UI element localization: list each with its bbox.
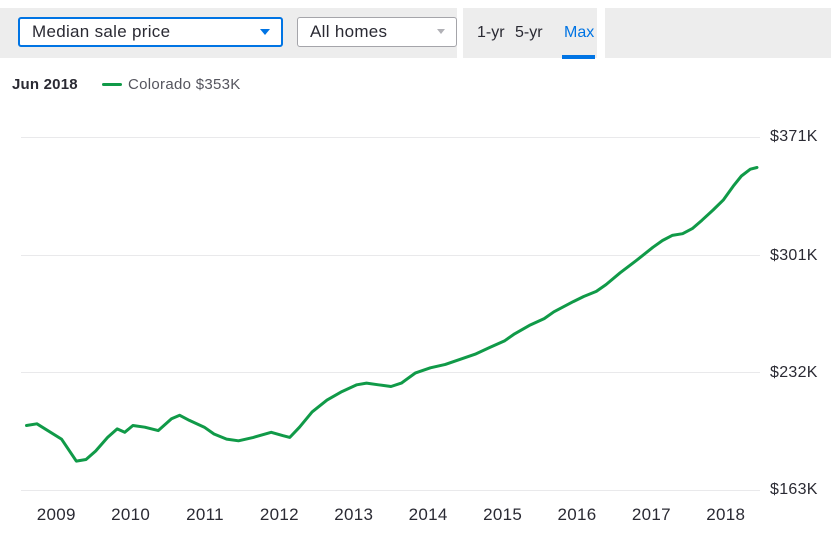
chevron-down-icon — [260, 29, 270, 35]
price-line[interactable] — [25, 166, 759, 463]
x-axis-label: 2017 — [631, 505, 671, 524]
series-line-swatch — [102, 83, 122, 86]
x-axis-label: 2011 — [186, 505, 224, 524]
gridline — [21, 136, 760, 138]
home-type-dropdown-value: All homes — [310, 22, 388, 41]
legend-date: Jun 2018 — [12, 76, 78, 93]
tab-max[interactable]: Max — [564, 24, 595, 41]
x-axis-label: 2016 — [557, 505, 597, 524]
metric-dropdown-value: Median sale price — [32, 22, 171, 41]
y-axis-label: $301K — [770, 246, 818, 264]
x-axis-label: 2009 — [36, 505, 76, 524]
x-axis-label: 2015 — [483, 505, 523, 524]
metric-dropdown[interactable]: Median sale price — [18, 17, 283, 47]
x-axis-label: 2012 — [259, 505, 299, 524]
y-axis-label: $371K — [770, 128, 818, 145]
gridline — [21, 372, 760, 374]
toolbar-filters-section: Median sale price All homes — [0, 8, 457, 58]
x-axis-label: 2018 — [706, 505, 746, 524]
toolbar-spacer — [605, 8, 831, 58]
y-axis-label: $163K — [770, 481, 818, 498]
x-axis-label: 2010 — [111, 505, 151, 524]
gridline — [21, 489, 760, 491]
y-axis-label: $232K — [770, 363, 818, 381]
active-tab-indicator — [562, 55, 595, 59]
x-axis-label: 2013 — [334, 505, 374, 524]
chevron-down-icon — [437, 29, 445, 34]
home-type-dropdown[interactable]: All homes — [297, 17, 457, 47]
tab-5-yr[interactable]: 5-yr — [515, 24, 543, 41]
gridline — [21, 255, 760, 257]
date-range-tabs: 1-yr 5-yr Max — [463, 8, 597, 59]
legend-series-label: Colorado $353K — [128, 76, 241, 93]
chart-legend: Jun 2018 Colorado $353K — [0, 76, 420, 94]
tab-1-yr[interactable]: 1-yr — [477, 24, 505, 41]
x-axis-label: 2014 — [408, 505, 448, 524]
